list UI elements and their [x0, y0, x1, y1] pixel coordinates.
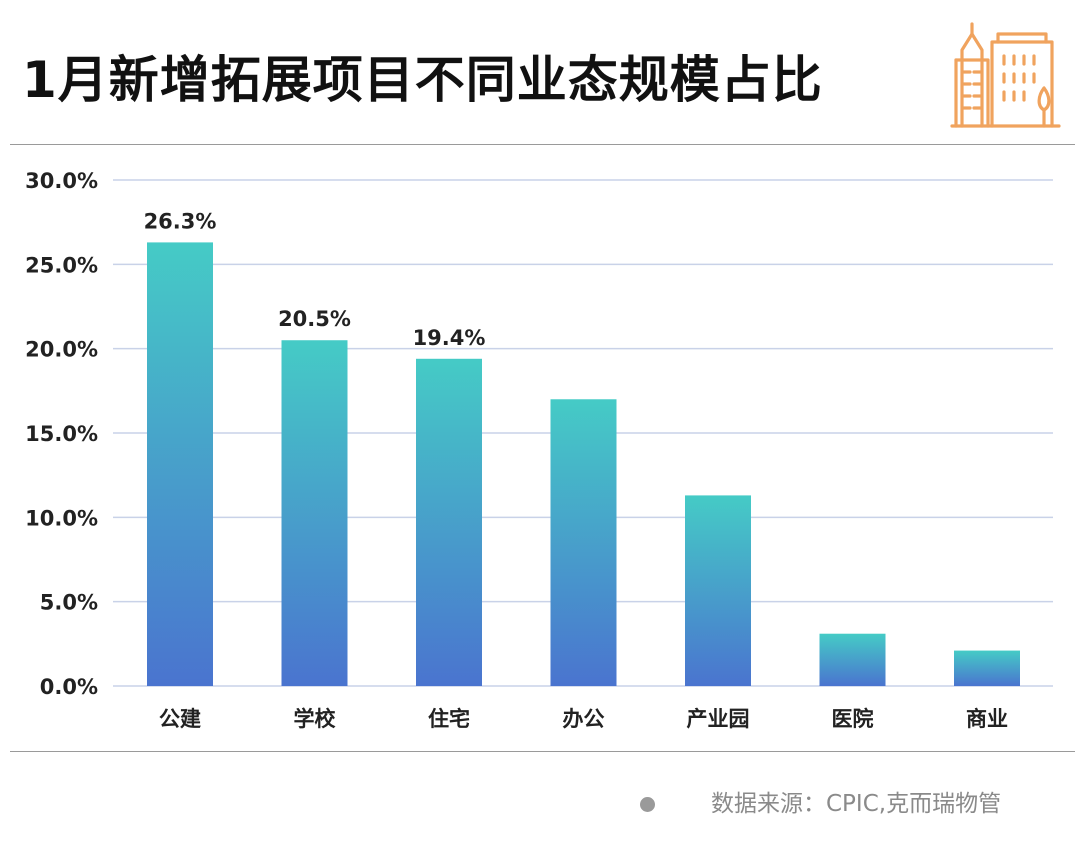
source-text: 数据来源：CPIC,克而瑞物管	[711, 791, 1002, 817]
y-tick-label: 25.0%	[25, 253, 98, 277]
x-tick-label: 公建	[159, 707, 201, 731]
y-tick-label: 20.0%	[25, 338, 98, 362]
y-tick-label: 10.0%	[25, 506, 98, 530]
bar	[550, 399, 617, 686]
header-divider	[10, 144, 1075, 145]
bar	[147, 242, 213, 686]
x-tick-label: 商业	[966, 707, 1008, 731]
x-tick-label: 学校	[294, 707, 337, 731]
bar	[819, 633, 886, 686]
data-label: 26.3%	[144, 209, 217, 233]
data-label: 19.4%	[413, 326, 486, 350]
footer-divider	[10, 751, 1075, 752]
buildings-icon	[950, 22, 1061, 128]
bar	[685, 495, 751, 686]
bar	[954, 650, 1020, 686]
y-tick-label: 0.0%	[40, 675, 98, 699]
x-tick-label: 办公	[563, 707, 605, 731]
x-tick-label: 产业园	[687, 707, 750, 731]
y-tick-label: 15.0%	[25, 422, 98, 446]
x-tick-label: 住宅	[428, 707, 470, 731]
bar	[281, 340, 348, 686]
bar-chart: 0.0% 5.0% 10.0% 15.0% 20.0% 25.0% 30.0% 26.3% 公建…	[25, 169, 1053, 731]
y-tick-label: 30.0%	[25, 169, 98, 193]
bullet-icon	[640, 797, 655, 812]
y-tick-label: 5.0%	[40, 591, 98, 615]
bar	[416, 358, 482, 686]
source-note: 数据来源：CPIC,克而瑞物管	[640, 784, 1001, 818]
x-tick-label: 医院	[832, 707, 874, 731]
page-title: 1月新增拓展项目不同业态规模占比	[22, 51, 823, 109]
data-label: 20.5%	[278, 307, 351, 331]
